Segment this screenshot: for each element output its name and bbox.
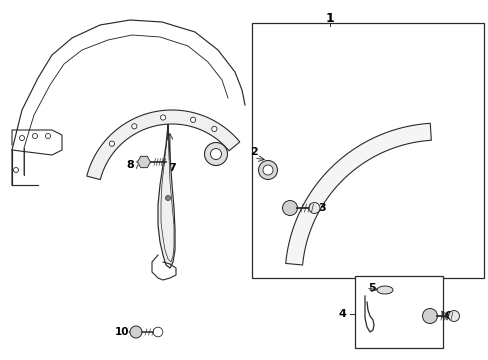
- Text: 2: 2: [250, 147, 257, 157]
- Text: 7: 7: [168, 163, 176, 173]
- Circle shape: [45, 134, 50, 139]
- Text: 1: 1: [325, 12, 334, 24]
- Circle shape: [204, 143, 227, 166]
- Circle shape: [20, 135, 24, 140]
- Circle shape: [422, 309, 437, 324]
- Text: 6: 6: [443, 311, 451, 321]
- Bar: [354, 276, 442, 348]
- Polygon shape: [158, 125, 175, 268]
- Text: 10: 10: [115, 327, 129, 337]
- Circle shape: [447, 310, 459, 321]
- Circle shape: [263, 165, 272, 175]
- Circle shape: [131, 124, 137, 129]
- Circle shape: [109, 141, 114, 146]
- Circle shape: [165, 195, 170, 201]
- Polygon shape: [86, 110, 239, 180]
- Circle shape: [160, 115, 165, 120]
- Circle shape: [258, 161, 277, 180]
- Circle shape: [14, 167, 19, 172]
- Text: 8: 8: [126, 160, 134, 170]
- Circle shape: [282, 201, 297, 216]
- Circle shape: [32, 134, 38, 139]
- Ellipse shape: [376, 286, 392, 294]
- Circle shape: [190, 117, 195, 122]
- Polygon shape: [137, 156, 150, 168]
- Circle shape: [130, 326, 142, 338]
- Circle shape: [210, 149, 221, 159]
- Text: 9: 9: [214, 145, 222, 155]
- Circle shape: [308, 202, 319, 213]
- Text: 3: 3: [318, 203, 325, 213]
- Circle shape: [153, 327, 163, 337]
- Text: 4: 4: [337, 309, 345, 319]
- Circle shape: [211, 126, 217, 131]
- Bar: [251, 23, 483, 278]
- Polygon shape: [285, 123, 430, 265]
- Text: 5: 5: [367, 283, 375, 293]
